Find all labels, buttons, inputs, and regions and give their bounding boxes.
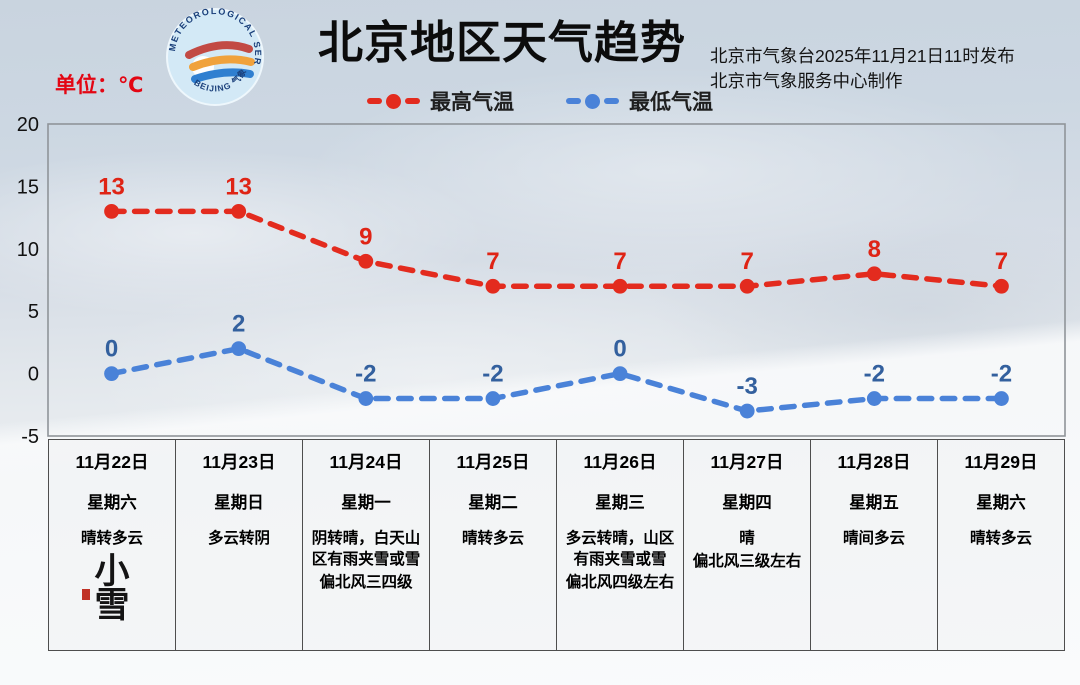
seal-stamp-icon — [82, 589, 91, 600]
forecast-day-column: 11月27日 星期四晴偏北风三级左右 — [684, 440, 811, 650]
unit-label: 单位：℃ — [55, 74, 144, 97]
data-point-high — [485, 278, 501, 294]
data-label-low: -2 — [355, 361, 376, 388]
data-label-high: 13 — [98, 173, 125, 200]
y-axis-tick-label: 20 — [17, 114, 39, 136]
data-point-low — [866, 391, 882, 406]
legend-label-low: 最低气温 — [629, 91, 713, 114]
forecast-day-column: 11月26日 星期三多云转晴，山区有雨夹雪或雪偏北风四级左右 — [557, 440, 684, 650]
data-point-high — [231, 203, 247, 219]
forecast-day-column: 11月29日 星期六晴转多云 — [938, 440, 1064, 650]
forecast-weekday: 星期日 — [214, 494, 264, 512]
series-line-high — [108, 208, 1005, 289]
forecast-date: 11月29日 — [964, 452, 1038, 472]
data-label-high: 13 — [225, 173, 252, 200]
forecast-date: 11月24日 — [329, 452, 403, 472]
forecast-date: 11月26日 — [583, 452, 657, 472]
publisher-line-2: 北京市气象服务中心制作 — [710, 71, 903, 91]
page-title: 北京地区天气趋势 — [318, 17, 687, 68]
forecast-table: 11月22日 星期六 晴转多云小雪 11月23日 星期日 多云转阴 11月24日 星期一 阴转晴… — [48, 439, 1065, 651]
forecast-weather-text: 晴间多云 — [842, 530, 905, 547]
data-label-low: 0 — [613, 336, 626, 363]
data-label-high: 7 — [613, 248, 626, 275]
data-point-high — [994, 278, 1009, 294]
data-point-low — [994, 391, 1009, 406]
data-point-low — [739, 403, 755, 419]
forecast-weekday: 星期四 — [722, 494, 772, 512]
high-temp-line-icon — [367, 93, 420, 109]
data-point-high — [866, 266, 882, 282]
legend-item-low: 最低气温 — [566, 86, 713, 116]
data-point-low — [485, 391, 501, 406]
forecast-weekday: 星期二 — [468, 494, 518, 512]
y-axis-tick-label: 0 — [28, 364, 39, 386]
data-label-low: -2 — [991, 361, 1012, 388]
data-point-low — [104, 366, 119, 381]
data-label-low: 0 — [105, 336, 118, 363]
data-point-high — [612, 278, 628, 294]
forecast-date: 11月27日 — [710, 452, 784, 472]
forecast-weekday: 星期六 — [976, 494, 1026, 512]
forecast-day-column: 11月22日 星期六晴转多云小雪 — [49, 440, 176, 650]
solar-term-calligraphy: 小雪 — [82, 551, 130, 626]
forecast-day-column: 11月25日 星期二晴转多云 — [430, 440, 557, 650]
data-label-high: 9 — [359, 223, 372, 250]
y-axis-tick-label: 5 — [28, 301, 39, 323]
forecast-date: 11月25日 — [456, 452, 530, 472]
logo-red-swoosh-icon — [185, 41, 253, 59]
publisher-line-1: 北京市气象台2025年11月21日11时发布 — [710, 46, 1015, 66]
forecast-weather-text: 多云转阴 — [207, 530, 270, 547]
data-label-low: 2 — [232, 311, 245, 338]
y-axis-tick-label: 15 — [17, 176, 39, 198]
data-label-high: 7 — [995, 248, 1008, 275]
data-point-low — [358, 391, 374, 406]
forecast-day-column: 11月24日 星期一阴转晴，白天山区有雨夹雪或雪偏北风三四级 — [303, 440, 430, 650]
data-point-high — [104, 203, 119, 219]
forecast-weather-text: 偏北风三级左右 — [692, 553, 802, 570]
low-temp-line-icon — [566, 93, 619, 109]
y-axis-tick-label: 10 — [17, 239, 39, 261]
data-label-low: -2 — [482, 361, 503, 388]
forecast-weather-text: 晴 — [739, 530, 755, 547]
legend-label-high: 最高气温 — [430, 91, 514, 114]
data-point-low — [612, 366, 628, 381]
logo-orange-swoosh-icon — [189, 55, 255, 71]
temperature-trend-chart: 20 15 10 5 0 -5 13 13 9 7 7 7 8 7 0 2 -2 -2 0 -3 -2 -2 — [17, 114, 1066, 448]
forecast-weather-text: 偏北风三四级 — [319, 574, 413, 591]
solar-term-character: 雪 — [94, 585, 130, 626]
forecast-weekday: 星期三 — [595, 494, 645, 512]
data-point-low — [231, 341, 247, 357]
forecast-weather-text: 多云转晴，山区有雨夹雪或雪 — [565, 530, 675, 568]
forecast-weather-text: 晴转多云 — [461, 530, 524, 547]
forecast-day-column: 11月28日 星期五晴间多云 — [811, 440, 938, 650]
data-label-high: 7 — [486, 248, 499, 275]
forecast-weekday: 星期六 — [87, 494, 137, 512]
forecast-weather-text: 晴转多云 — [80, 530, 143, 547]
data-label-high: 7 — [741, 248, 754, 275]
solar-term-character: 小 — [94, 551, 130, 592]
data-label-low: -2 — [864, 361, 885, 388]
series-line-low — [108, 345, 1005, 414]
forecast-weather-text: 偏北风四级左右 — [565, 574, 675, 591]
chart-legend: 最高气温 最低气温 — [0, 86, 1080, 116]
forecast-date: 11月28日 — [837, 452, 911, 472]
legend-item-high: 最高气温 — [367, 86, 514, 116]
forecast-day-column: 11月23日 星期日多云转阴 — [176, 440, 303, 650]
forecast-date: 11月22日 — [75, 452, 149, 472]
data-point-high — [739, 278, 755, 294]
data-label-high: 8 — [868, 236, 881, 263]
forecast-weather-text: 阴转晴，白天山区有雨夹雪或雪 — [311, 530, 421, 568]
forecast-weekday: 星期五 — [849, 494, 899, 512]
publisher-info: 北京市气象台2025年11月21日11时发布 北京市气象服务中心制作 — [710, 44, 1015, 94]
forecast-weekday: 星期一 — [341, 494, 391, 512]
data-label-low: -3 — [737, 373, 758, 400]
forecast-weather-text: 晴转多云 — [969, 530, 1032, 547]
y-axis-tick-label: -5 — [21, 426, 39, 448]
forecast-date: 11月23日 — [202, 452, 276, 472]
data-point-high — [358, 253, 374, 269]
logo-blue-swoosh-icon — [191, 68, 254, 83]
plot-border — [47, 123, 1066, 437]
